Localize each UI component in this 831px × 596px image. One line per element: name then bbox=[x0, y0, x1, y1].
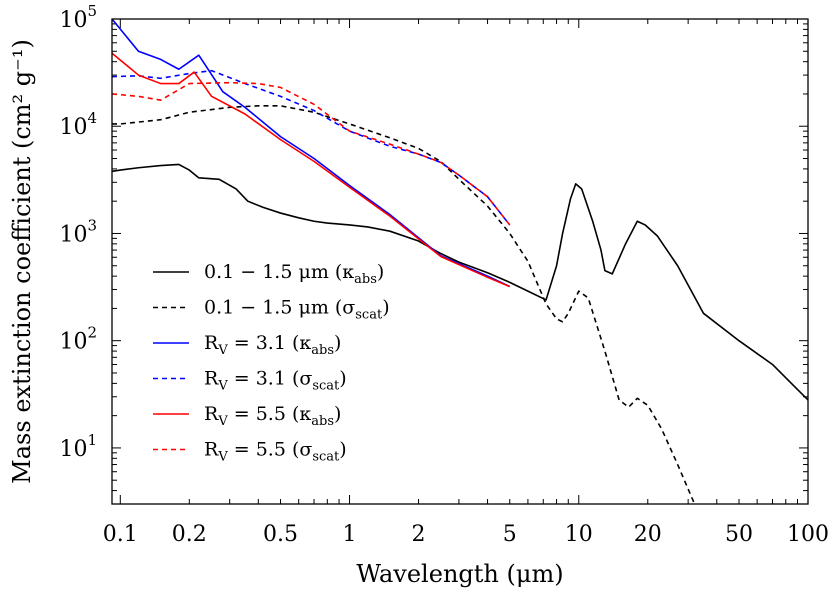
y-axis-label: Mass extinction coefficient (cm² g⁻¹) bbox=[8, 39, 36, 484]
y-tick-label: 105 bbox=[59, 2, 97, 33]
legend-entry-3: RV = 3.1 (κabs) bbox=[204, 332, 341, 358]
legend-entry-4: RV = 3.1 (σscat) bbox=[204, 368, 347, 394]
legend-entry-1: 0.1 − 1.5 μm (κabs) bbox=[204, 261, 384, 287]
series-line-6 bbox=[112, 81, 511, 226]
y-tick-label: 103 bbox=[59, 216, 97, 247]
x-tick-label: 0.1 bbox=[103, 522, 138, 547]
legend-entry-2: 0.1 − 1.5 μm (σscat) bbox=[204, 297, 390, 323]
series-line-3 bbox=[112, 19, 511, 288]
x-tick-label: 0.2 bbox=[172, 522, 207, 547]
x-tick-label: 5 bbox=[503, 522, 517, 547]
series-line-4 bbox=[112, 69, 511, 226]
legend-entry-5: RV = 5.5 (κabs) bbox=[204, 403, 341, 429]
x-tick-label: 1 bbox=[343, 522, 357, 547]
plot-frame bbox=[111, 18, 809, 505]
axis-tick-labels: 0.1 0.2 0.5 1 2 5 10 20 50 100 101 102 103 104 105 bbox=[59, 2, 829, 547]
x-tick-label: 2 bbox=[412, 522, 426, 547]
x-tick-label: 20 bbox=[634, 522, 662, 547]
legend-entry-6: RV = 5.5 (σscat) bbox=[204, 439, 347, 465]
series-lines bbox=[112, 19, 808, 504]
series-line-1 bbox=[112, 163, 808, 401]
x-tick-label: 10 bbox=[565, 522, 593, 547]
legend: 0.1 − 1.5 μm (κabs) 0.1 − 1.5 μm (σscat) R… bbox=[153, 261, 390, 465]
series-line-5 bbox=[112, 52, 511, 288]
x-tick-label: 100 bbox=[787, 522, 829, 547]
y-tick-label: 101 bbox=[59, 431, 97, 462]
x-axis-label: Wavelength (μm) bbox=[356, 560, 563, 588]
x-tick-label: 50 bbox=[725, 522, 753, 547]
series-line-2 bbox=[112, 105, 696, 504]
y-tick-label: 104 bbox=[59, 109, 97, 140]
x-tick-label: 0.5 bbox=[263, 522, 298, 547]
y-tick-label: 102 bbox=[59, 324, 97, 355]
